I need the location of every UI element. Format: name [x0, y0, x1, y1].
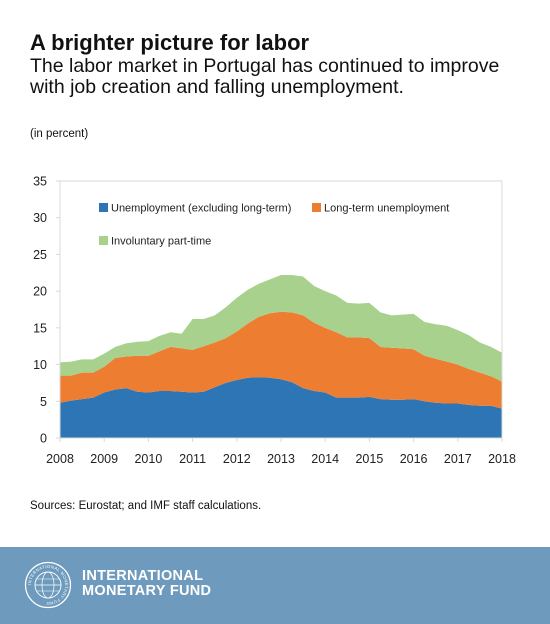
- y-tick-label: 15: [33, 321, 47, 335]
- x-tick-label: 2014: [311, 452, 339, 466]
- x-tick-label: 2016: [400, 452, 428, 466]
- footer-bar: INTERNATIONAL MONETARY FUND INTERNATIONA…: [0, 547, 550, 624]
- legend-swatch: [99, 203, 108, 212]
- series-area-2: [60, 311, 502, 409]
- legend-swatch: [312, 203, 321, 212]
- unit-label: (in percent): [30, 128, 89, 140]
- legend-label: Unemployment (excluding long-term): [111, 203, 291, 215]
- series-area-3: [60, 275, 502, 382]
- org-name: INTERNATIONAL MONETARY FUND: [82, 569, 211, 599]
- imf-seal-icon: INTERNATIONAL MONETARY FUND: [24, 561, 72, 609]
- x-tick-label: 2015: [355, 452, 383, 466]
- y-tick-label: 0: [40, 432, 47, 446]
- org-name-line1: INTERNATIONAL: [82, 568, 204, 584]
- y-axis: 0 5 10 15 20 25 30 35: [33, 175, 60, 446]
- org-name-line2: MONETARY FUND: [82, 583, 212, 599]
- y-tick-label: 25: [33, 248, 47, 262]
- legend: Unemployment (excluding long-term) Long-t…: [99, 203, 449, 248]
- y-tick-label: 35: [33, 175, 47, 189]
- x-axis: 2008 2009 2010 2011 2012 2013 2014 2015 2016 2017…: [46, 438, 516, 466]
- x-tick-label: 2008: [46, 452, 74, 466]
- x-tick-label: 2010: [134, 452, 162, 466]
- legend-label: Long-term unemployment: [324, 203, 449, 215]
- series-area-1: [60, 377, 502, 438]
- source-note: Sources: Eurostat; and IMF staff calcula…: [30, 500, 262, 512]
- chart-areas: [60, 275, 502, 438]
- x-tick-label: 2011: [179, 452, 206, 466]
- y-tick-label: 5: [40, 395, 47, 409]
- x-tick-label: 2009: [90, 452, 118, 466]
- legend-label: Involuntary part-time: [111, 236, 211, 248]
- x-tick-label: 2012: [223, 452, 251, 466]
- y-tick-label: 10: [33, 358, 47, 372]
- y-tick-label: 30: [33, 211, 47, 225]
- chart-subtitle: The labor market in Portugal has continu…: [30, 55, 500, 98]
- x-tick-label: 2017: [444, 452, 472, 466]
- x-tick-label: 2018: [488, 452, 516, 466]
- y-tick-label: 20: [33, 285, 47, 299]
- legend-swatch: [99, 236, 108, 245]
- chart-title: A brighter picture for labor: [30, 30, 310, 55]
- x-tick-label: 2013: [267, 452, 295, 466]
